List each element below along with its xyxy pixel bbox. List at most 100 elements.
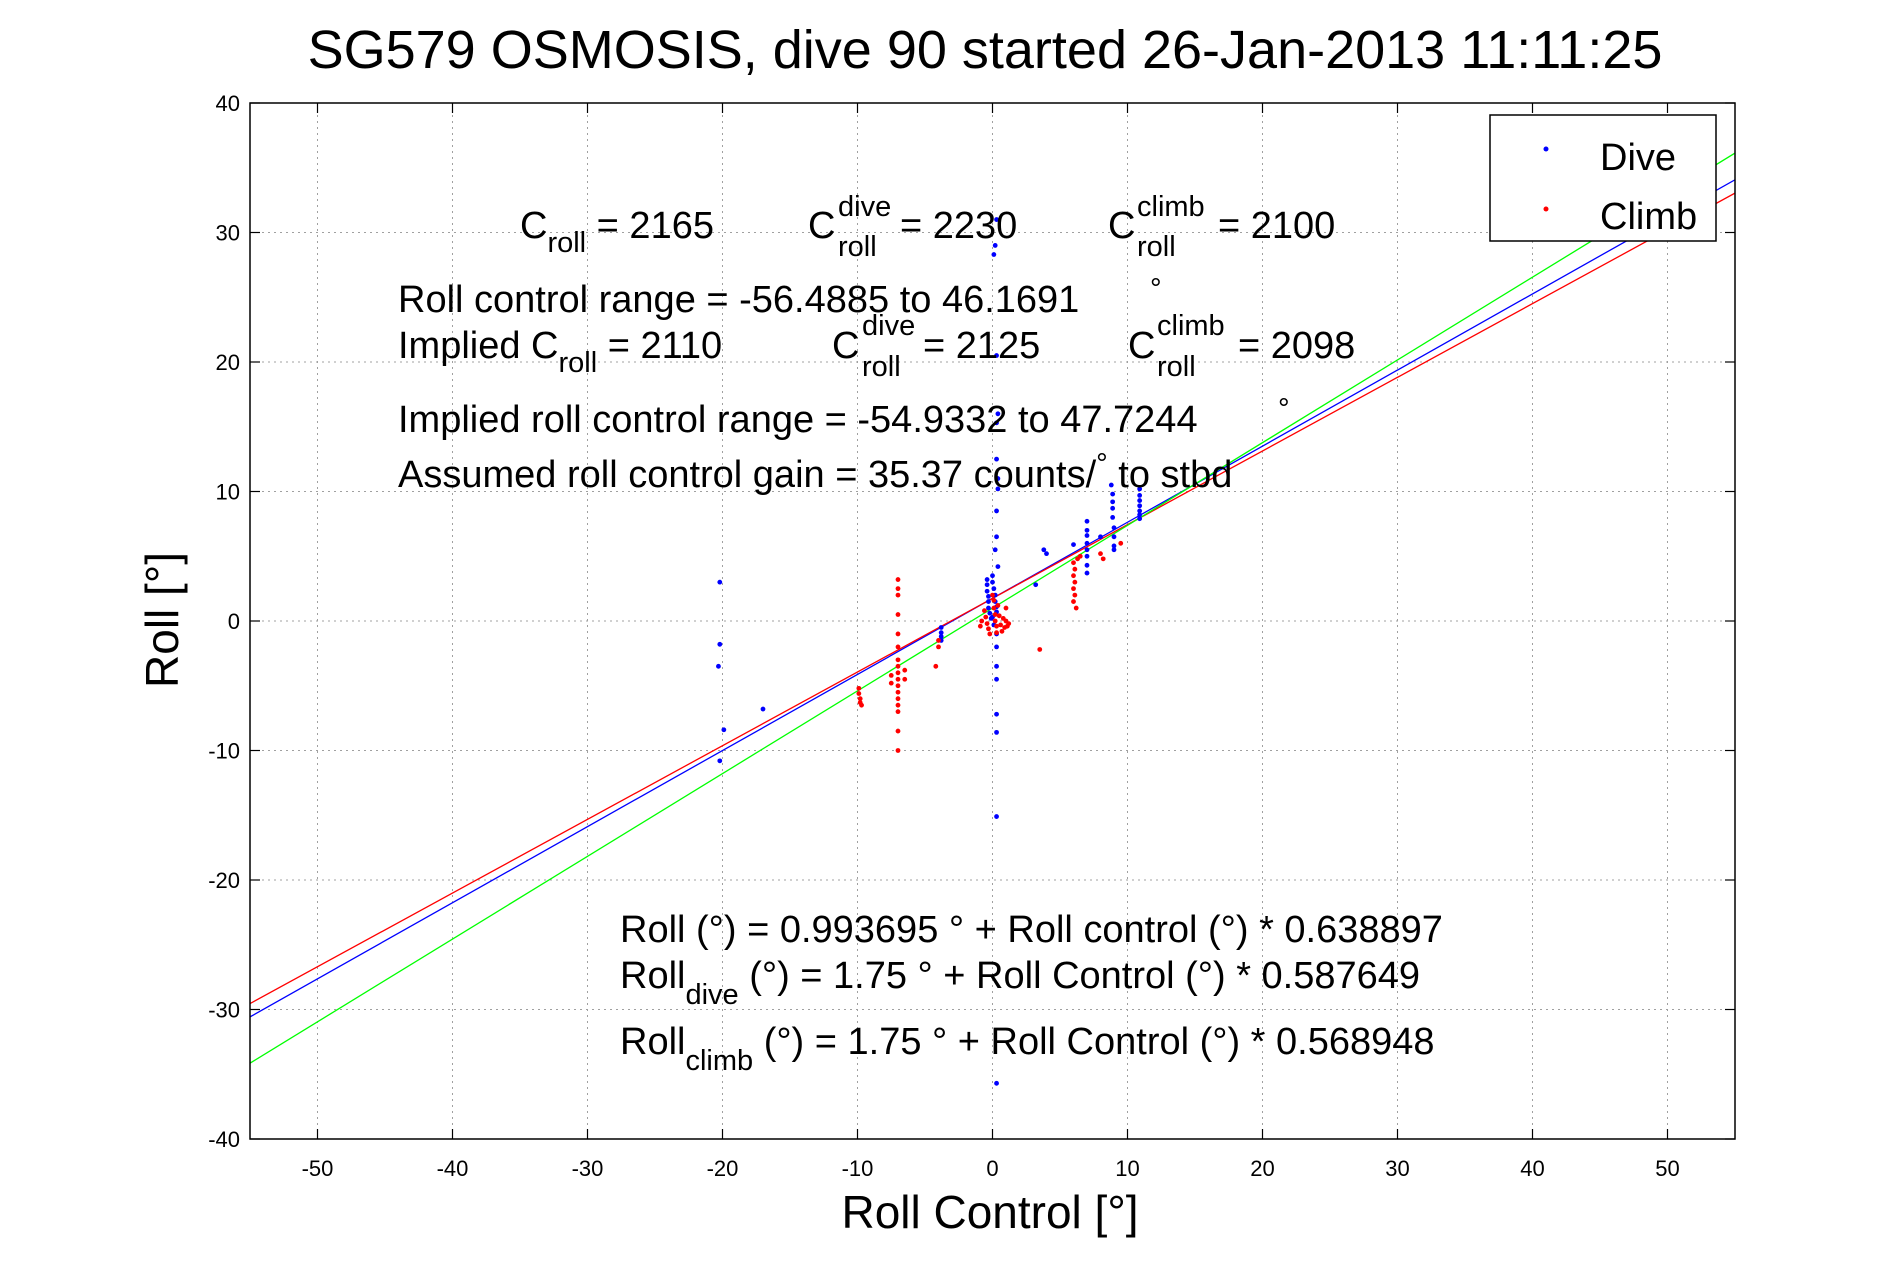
y-tick-label: 20: [216, 350, 240, 375]
dive-point: [1111, 534, 1117, 540]
c-dive-value: = 2230: [900, 205, 1017, 247]
chart-title: SG579 OSMOSIS, dive 90 started 26-Jan-20…: [308, 20, 1663, 80]
climb-point: [986, 626, 991, 632]
dive-point: [717, 758, 723, 764]
dive-point: [1084, 553, 1090, 559]
eq-dive-base: Roll: [620, 955, 685, 997]
dive-point: [994, 1080, 999, 1086]
climb-point: [977, 623, 983, 629]
dive-point: [1137, 492, 1143, 498]
legend-box: [1489, 114, 1717, 242]
climb-point: [999, 628, 1005, 634]
eq-dive-sub: dive: [685, 979, 738, 1011]
dive-point: [994, 508, 999, 514]
x-tick-label: 20: [1250, 1156, 1274, 1181]
climb-point: [983, 614, 989, 620]
c-climb-annotation: C: [1108, 205, 1135, 247]
implied-c-climb-value: = 2098: [1238, 325, 1355, 367]
legend-marker-dive: [1543, 146, 1549, 152]
dive-point: [938, 634, 944, 639]
legend-label-dive: Dive: [1600, 137, 1676, 179]
climb-point: [895, 689, 901, 695]
dive-point: [994, 353, 999, 358]
x-tick-label: 10: [1115, 1156, 1139, 1181]
climb-point: [1071, 573, 1076, 579]
dive-point: [717, 641, 723, 647]
climb-point: [895, 702, 901, 708]
dive-point: [1110, 491, 1116, 497]
dive-point: [1110, 515, 1116, 520]
dive-point: [938, 630, 944, 636]
climb-point: [895, 663, 901, 669]
x-tick-label: 50: [1655, 1156, 1679, 1181]
dive-point: [990, 573, 995, 579]
x-tick-label: -20: [707, 1156, 739, 1181]
climb-point: [1071, 599, 1076, 604]
dive-point: [986, 605, 991, 611]
implied-roll-control-range: Implied roll control range = -54.9332 to…: [398, 399, 1198, 441]
dive-point: [994, 217, 999, 222]
fit-equation-climb: Rollclimb (°) = 1.75 ° + Roll Control (°…: [620, 1021, 1435, 1077]
dive-point: [994, 420, 999, 426]
dive-point: [994, 814, 999, 819]
y-tick-label: 10: [216, 480, 240, 505]
climb-point: [895, 586, 901, 592]
climb-point: [856, 685, 862, 691]
legend-label-climb: Climb: [1600, 196, 1697, 238]
implied-c-dive-value: = 2125: [923, 325, 1040, 367]
implied-c-roll-prefix: Implied C: [398, 325, 559, 367]
climb-point: [996, 613, 1002, 619]
c-roll-base: C: [520, 205, 547, 247]
implied-c-climb-sub: roll: [1157, 351, 1196, 383]
dive-point: [1084, 540, 1090, 546]
x-tick-label: -40: [437, 1156, 469, 1181]
dive-point: [995, 564, 1001, 570]
dive-point: [995, 476, 1001, 481]
c-climb-sup: climb: [1137, 191, 1205, 223]
climb-point: [994, 623, 999, 629]
dive-point: [991, 586, 997, 592]
x-tick-label: -10: [842, 1156, 874, 1181]
dive-point: [1110, 499, 1116, 505]
legend: Dive Climb: [1489, 114, 1717, 242]
c-roll-annotation: Croll = 2165: [520, 205, 714, 259]
dive-point: [994, 534, 999, 540]
dive-point: [990, 579, 995, 585]
dive-point: [986, 593, 991, 599]
climb-point: [1003, 605, 1009, 611]
climb-point: [1100, 556, 1106, 562]
climb-point: [936, 644, 941, 650]
implied-c-roll-value: = 2110: [597, 325, 722, 367]
climb-point: [1037, 647, 1043, 652]
climb-point: [1072, 592, 1078, 598]
dive-point: [717, 579, 723, 585]
y-tick-label: -30: [208, 998, 240, 1023]
c-climb-value: = 2100: [1218, 205, 1335, 247]
dive-point: [1111, 547, 1117, 553]
climb-point: [1073, 605, 1079, 611]
c-dive-annotation: C: [808, 205, 835, 247]
c-roll-value: = 2165: [586, 205, 714, 247]
climb-point: [902, 667, 908, 673]
dive-point: [1098, 534, 1103, 540]
climb-point: [1071, 560, 1076, 566]
climb-point: [992, 612, 998, 617]
climb-point: [895, 577, 901, 582]
c-dive-sub: roll: [838, 231, 877, 263]
dive-point: [1033, 582, 1039, 588]
implied-c-dive-base: C: [832, 325, 859, 367]
climb-point: [1071, 586, 1076, 592]
dive-point: [992, 243, 998, 248]
climb-point: [895, 631, 901, 637]
dive-point: [1137, 498, 1143, 503]
eq-climb-base: Roll: [620, 1021, 685, 1063]
climb-point: [895, 709, 901, 715]
dive-point: [716, 663, 721, 669]
climb-point: [1118, 540, 1124, 546]
implied-c-dive-sub: roll: [862, 351, 901, 383]
fit-equation-overall: Roll (°) = 0.993695 ° + Roll control (°)…: [620, 909, 1443, 951]
dive-point: [1071, 542, 1076, 547]
dive-point: [1084, 562, 1090, 568]
